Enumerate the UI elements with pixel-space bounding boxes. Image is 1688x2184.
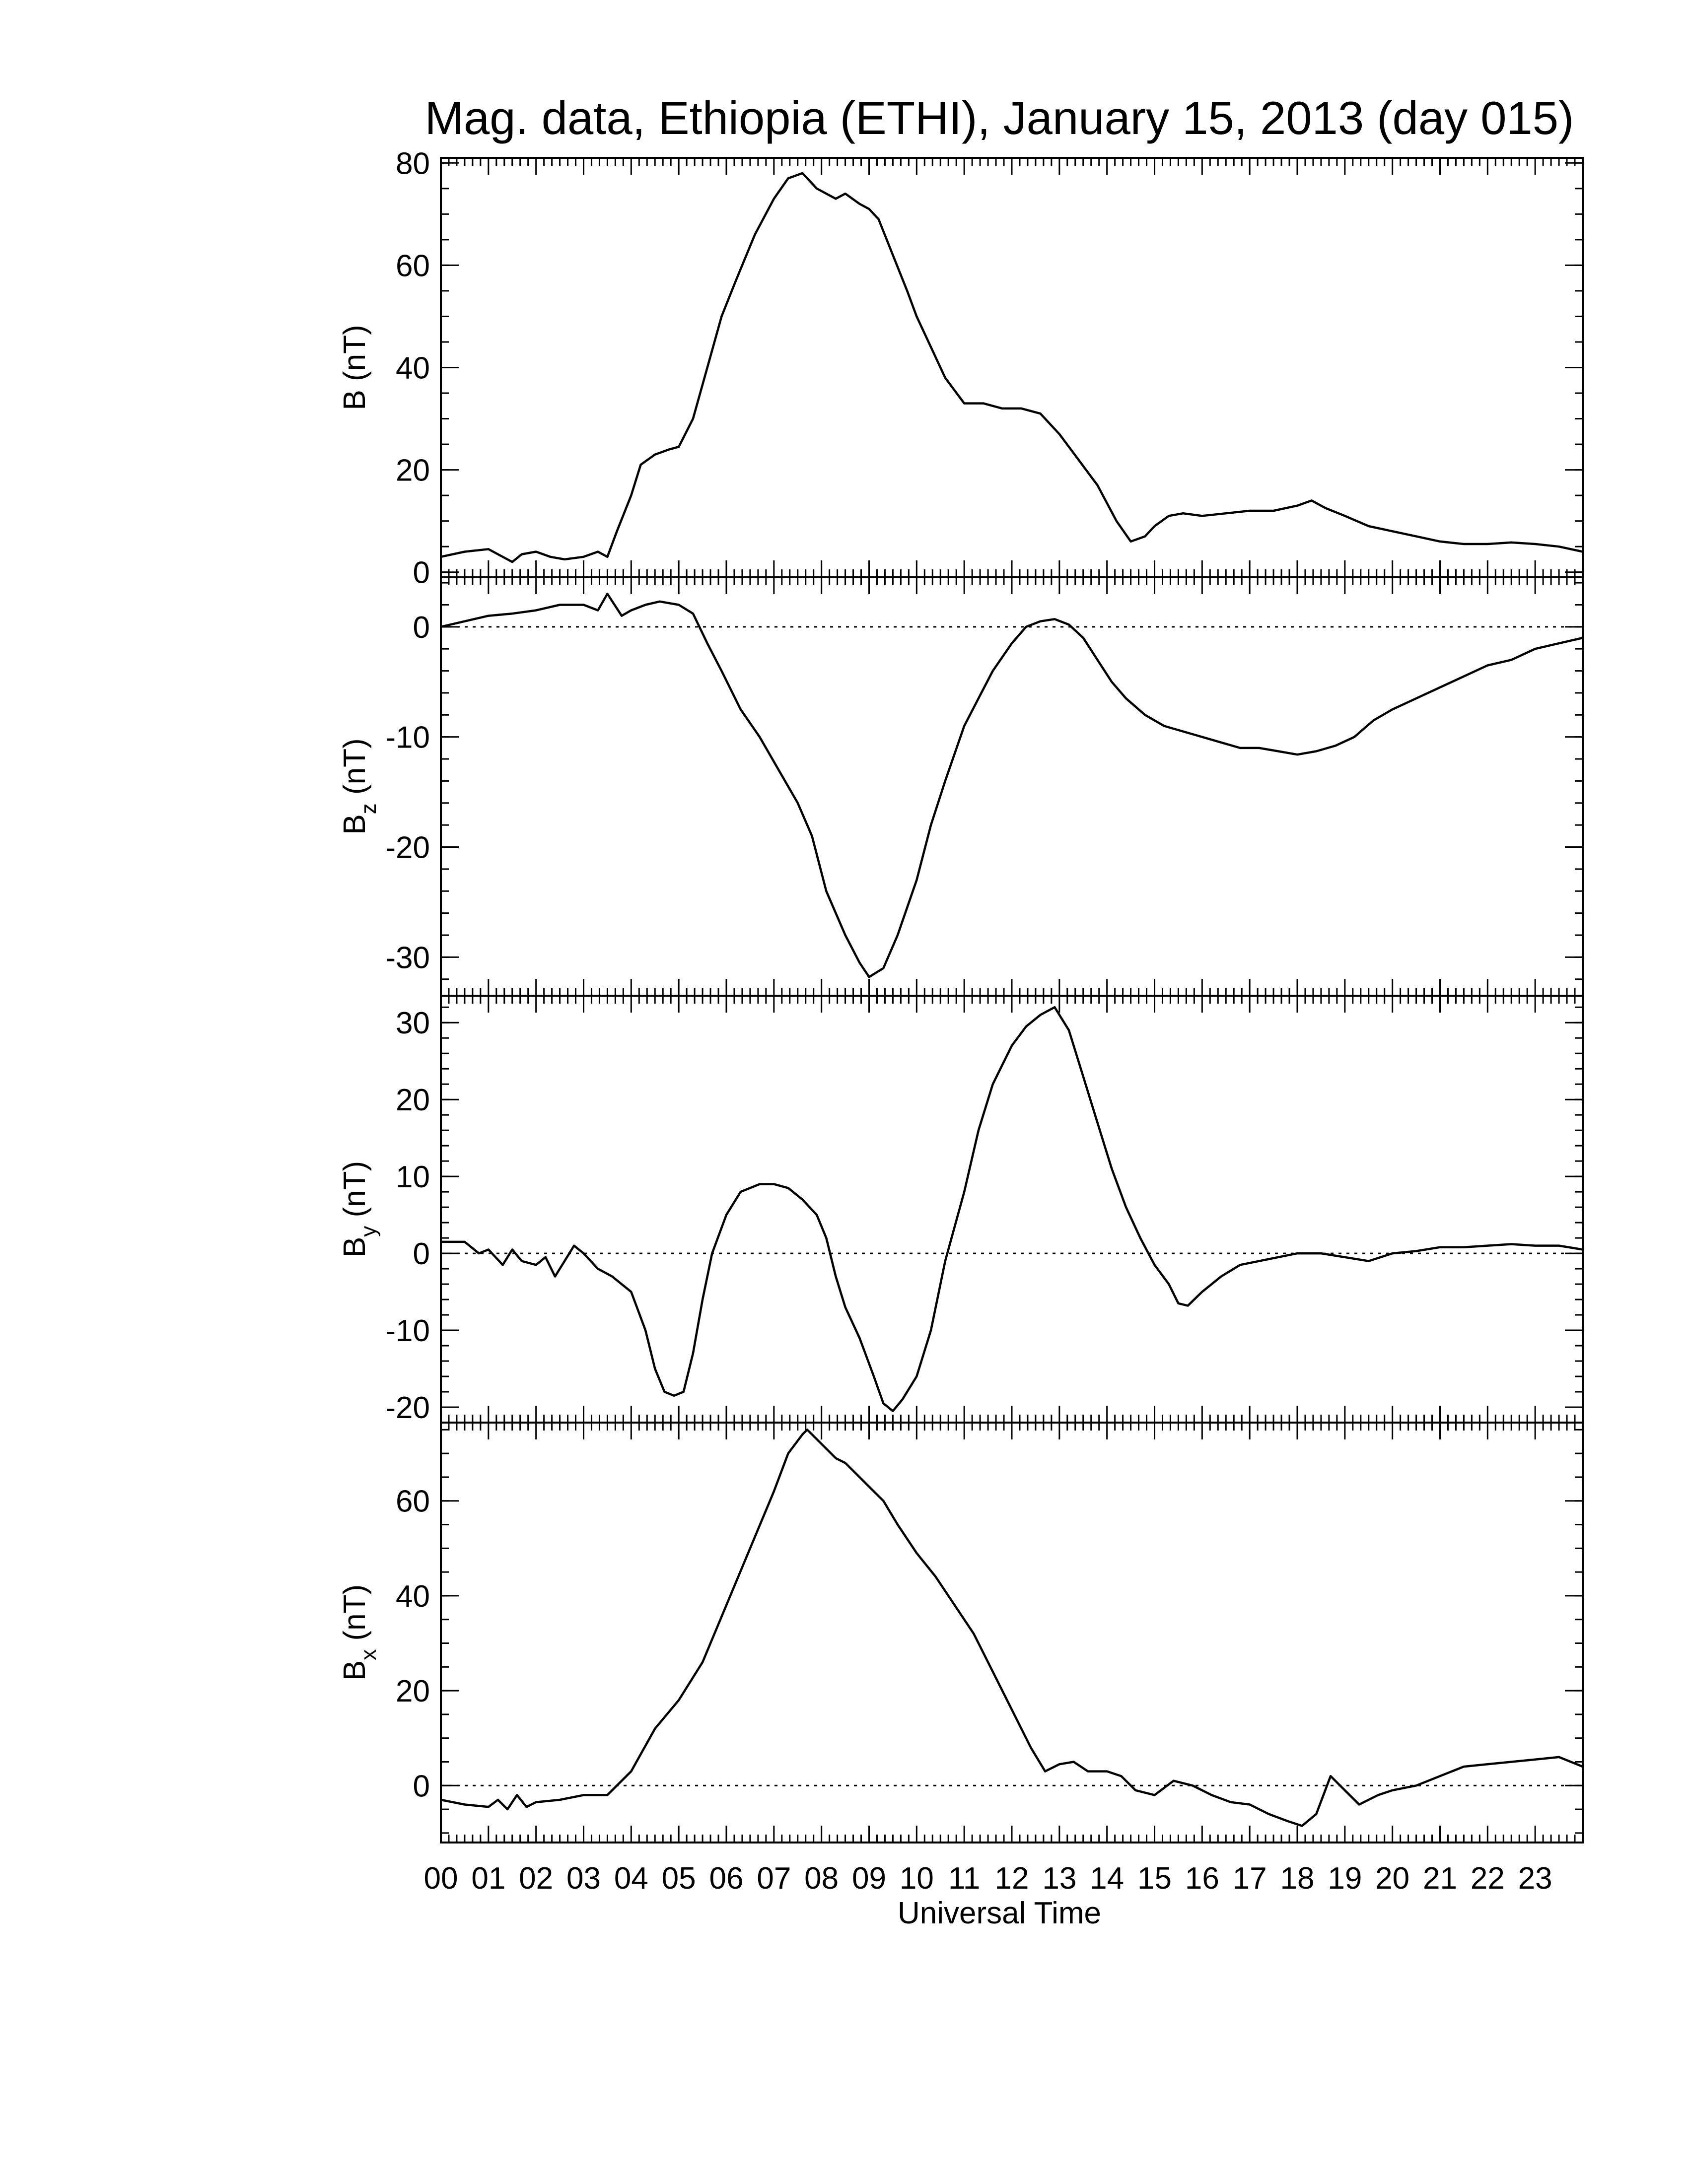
y-tick-label-B: 20 <box>396 454 430 488</box>
y-tick-label-Bx: 60 <box>396 1485 430 1519</box>
x-tick-label: 08 <box>804 1861 839 1896</box>
chart-title: Mag. data, Ethiopia (ETHI), January 15, … <box>425 92 1574 144</box>
y-ticks-B: 0 20 40 60 80 <box>396 146 1583 590</box>
x-tick-label: 01 <box>471 1861 505 1896</box>
y-tick-label-By: 0 <box>413 1237 430 1271</box>
y-axis-label-Bz: Bz (nT) <box>338 738 381 834</box>
x-tick-label: 11 <box>948 1861 980 1896</box>
y-tick-label-B: 40 <box>396 351 430 386</box>
x-tick-label: 19 <box>1328 1861 1362 1896</box>
y-tick-label-By: -10 <box>385 1314 430 1348</box>
panels-layer: 0 20 40 60 80 B (nT) 0 -10 -20 -30 Bz (nT) 30 20 10 0 -… <box>338 146 1584 1843</box>
y-tick-label-Bx: 0 <box>413 1769 430 1803</box>
y-axis-label-B: B (nT) <box>338 325 372 410</box>
y-tick-label-Bz: -30 <box>385 941 430 975</box>
panel-frame-B <box>440 157 1584 578</box>
y-tick-label-By: 10 <box>396 1160 430 1194</box>
series-line-Bx <box>440 1429 1583 1827</box>
y-tick-label-B: 0 <box>413 556 430 590</box>
y-axis-label-By: By (nT) <box>338 1161 381 1257</box>
panel-frame-Bz <box>440 576 1584 997</box>
x-tick-label: 16 <box>1185 1861 1219 1896</box>
y-ticks-Bz: 0 -10 -20 -30 <box>385 582 1583 980</box>
panel-B: 0 20 40 60 80 B (nT) <box>338 146 1584 590</box>
y-ticks-Bx: 0 20 40 60 <box>396 1429 1583 1834</box>
series-line-B <box>440 172 1583 563</box>
x-tick-label: 13 <box>1042 1861 1076 1896</box>
series-line-Bz <box>440 593 1583 978</box>
x-tick-label: 09 <box>852 1861 886 1896</box>
x-ticks-B <box>440 158 1584 577</box>
x-tick-label: 06 <box>709 1861 744 1896</box>
y-tick-label-B: 60 <box>396 249 430 283</box>
x-tick-label: 10 <box>900 1861 934 1896</box>
x-tick-label: 15 <box>1137 1861 1172 1896</box>
x-tick-label: 12 <box>995 1861 1029 1896</box>
panel-Bz: 0 -10 -20 -30 Bz (nT) <box>338 576 1584 997</box>
x-tick-label: 22 <box>1471 1861 1505 1896</box>
x-tick-label: 17 <box>1233 1861 1267 1896</box>
x-tick-label: 07 <box>757 1861 791 1896</box>
x-tick-label: 14 <box>1090 1861 1124 1896</box>
panel-Bx: 0 20 40 60 Bx (nT) <box>338 1422 1584 1843</box>
panel-frame-Bx <box>440 1422 1584 1843</box>
y-tick-label-Bx: 40 <box>396 1579 430 1614</box>
y-tick-label-Bz: 0 <box>413 611 430 645</box>
y-axis-label-Bx: Bx (nT) <box>338 1584 381 1681</box>
x-ticks-Bz <box>440 577 1584 996</box>
x-ticks-Bx <box>440 1423 1584 1843</box>
x-tick-label: 04 <box>614 1861 648 1896</box>
y-tick-label-Bz: -10 <box>385 721 430 755</box>
x-tick-label: 05 <box>662 1861 696 1896</box>
y-ticks-By: 30 20 10 0 -10 -20 <box>385 1006 1583 1425</box>
x-tick-label: 18 <box>1280 1861 1315 1896</box>
x-tick-label: 00 <box>424 1861 458 1896</box>
panel-By: 30 20 10 0 -10 -20 By (nT) <box>338 995 1584 1425</box>
x-tick-label: 20 <box>1375 1861 1409 1896</box>
y-tick-label-By: 30 <box>396 1006 430 1040</box>
x-tick-label: 03 <box>566 1861 601 1896</box>
series-line-By <box>441 1006 1583 1413</box>
x-tick-label: 23 <box>1518 1861 1552 1896</box>
y-tick-label-Bx: 20 <box>396 1674 430 1708</box>
y-tick-label-By: -20 <box>385 1391 430 1425</box>
panel-frame-By <box>440 995 1584 1424</box>
x-tick-label: 21 <box>1423 1861 1457 1896</box>
x-tick-labels: 00 01 02 03 04 05 06 07 08 09 10 11 12 13 14 15 16 17 18 19… <box>424 1861 1552 1896</box>
y-tick-label-Bz: -20 <box>385 831 430 865</box>
x-axis-label: Universal Time <box>898 1896 1101 1930</box>
y-tick-label-B: 80 <box>396 146 430 181</box>
x-ticks-By <box>440 996 1584 1423</box>
x-tick-label: 02 <box>519 1861 553 1896</box>
y-tick-label-By: 20 <box>396 1083 430 1117</box>
